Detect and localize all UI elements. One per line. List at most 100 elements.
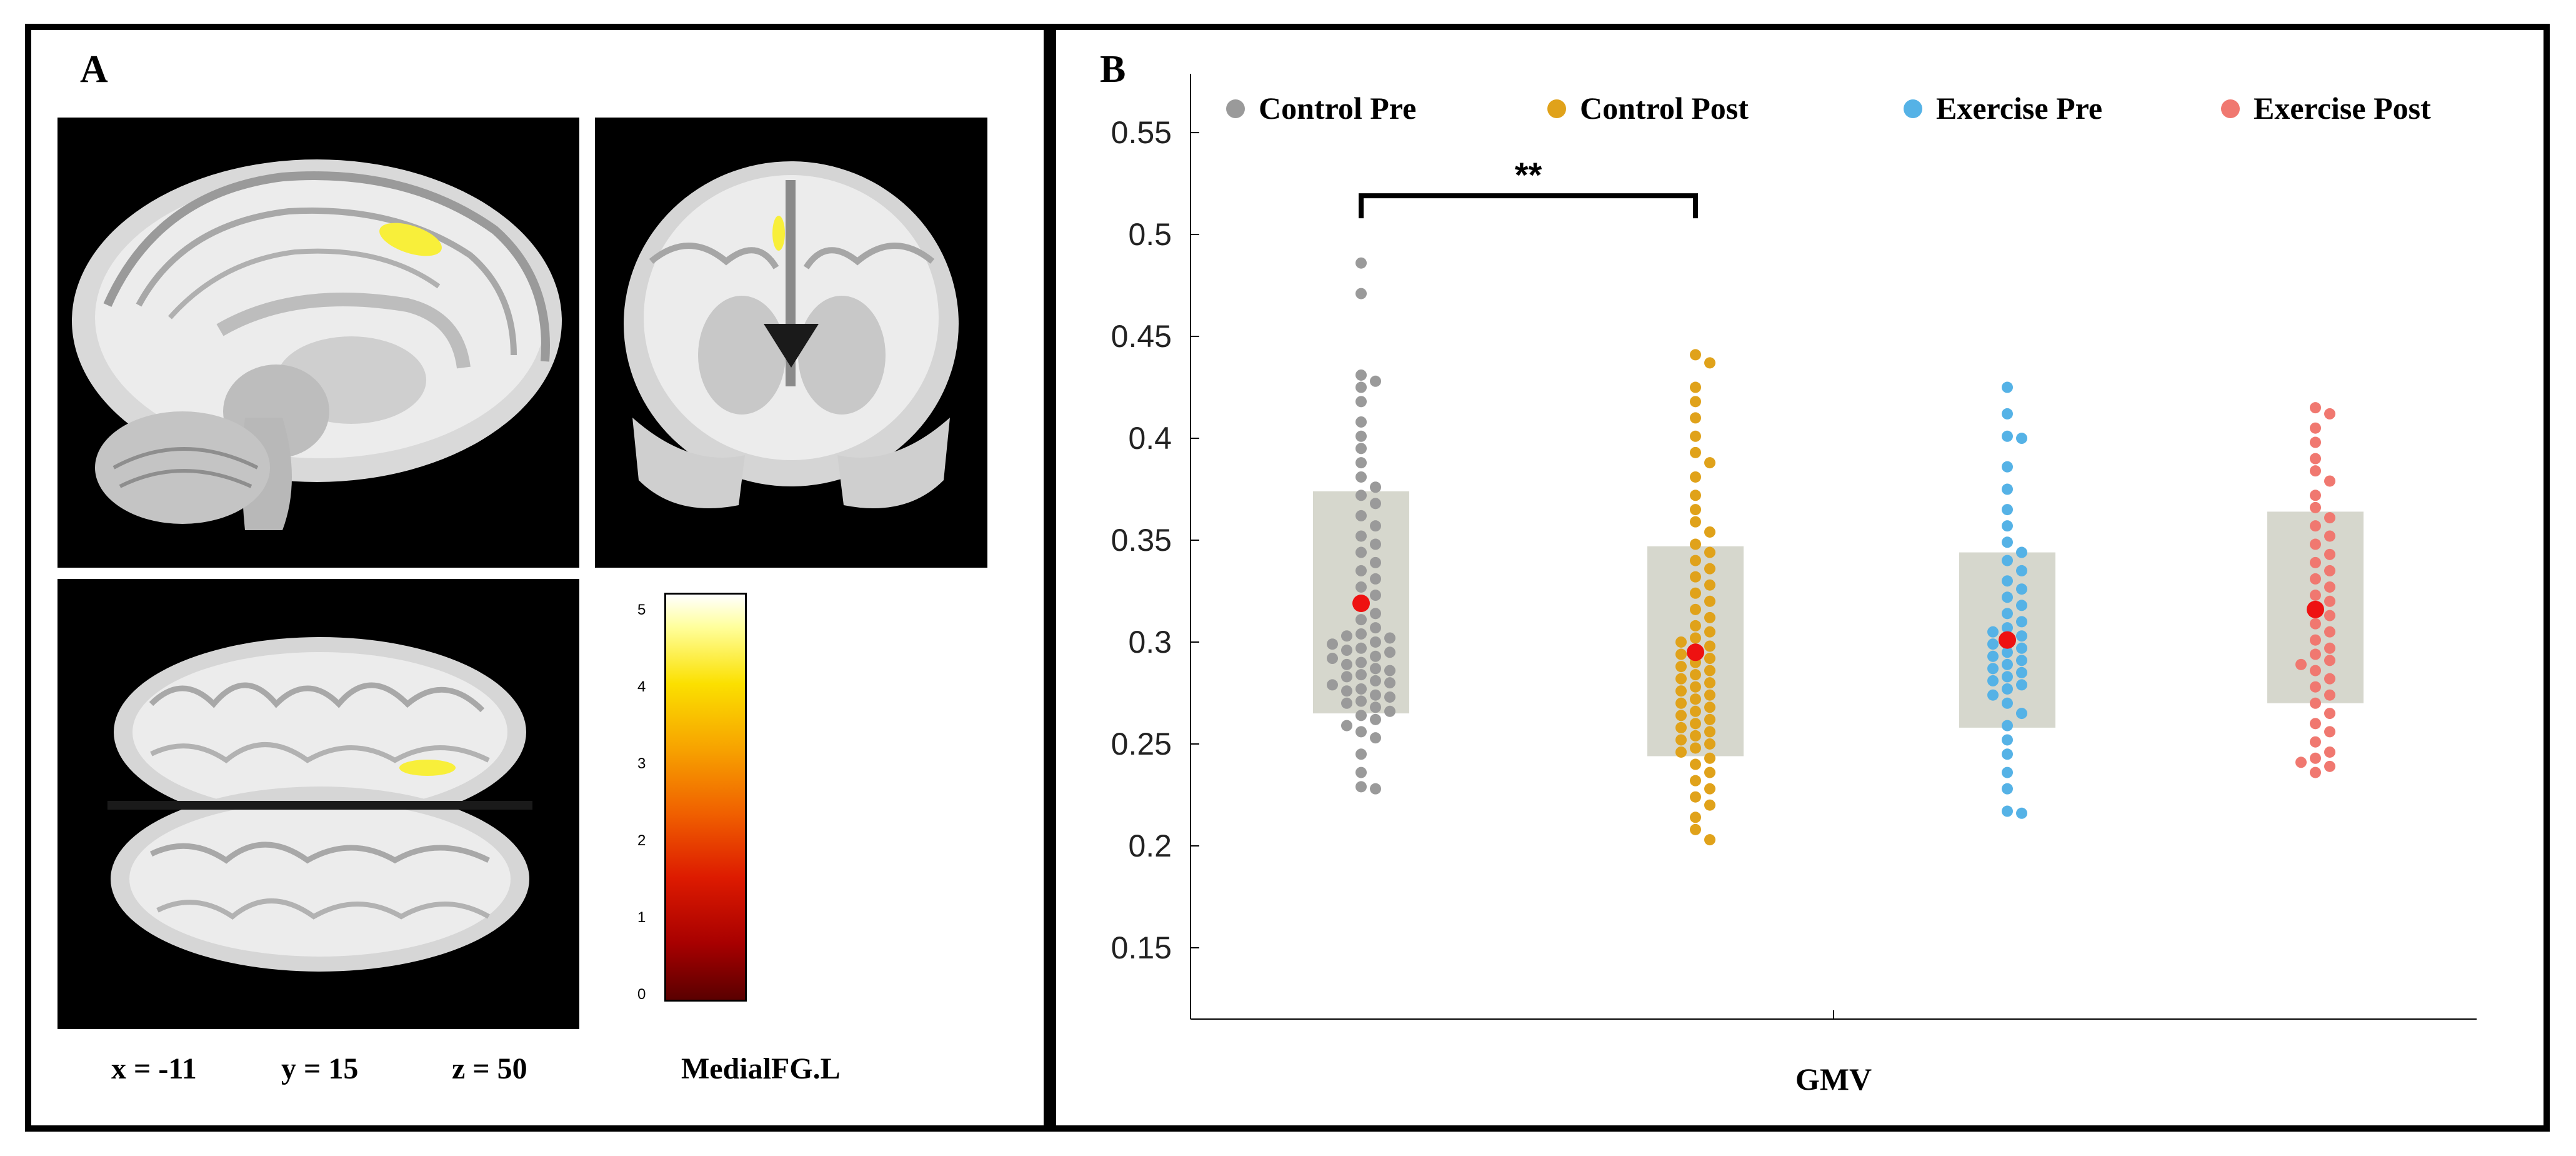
data-point <box>1370 701 1381 713</box>
activation-blob <box>399 760 456 776</box>
data-point <box>2002 504 2013 516</box>
mean-point <box>2307 600 2324 618</box>
data-point <box>1675 734 1687 746</box>
data-point <box>2324 548 2335 560</box>
data-point <box>1690 471 1701 483</box>
data-point <box>2324 760 2335 772</box>
data-point <box>2016 630 2027 642</box>
data-point <box>2310 590 2321 601</box>
legend-marker <box>1547 99 1566 118</box>
data-point <box>1370 650 1381 662</box>
data-point <box>1384 646 1395 658</box>
data-point <box>1341 658 1352 670</box>
data-point <box>2002 622 2013 634</box>
y-tick-label: 0.3 <box>1128 625 1172 660</box>
data-point <box>1370 608 1381 620</box>
data-point <box>1384 705 1395 717</box>
colorbar <box>664 593 747 1002</box>
data-point <box>1987 663 1999 675</box>
legend-item-exercise-post: Exercise Post <box>2221 90 2431 126</box>
data-point <box>1384 677 1395 689</box>
data-point <box>1704 665 1715 676</box>
data-point <box>2016 666 2027 678</box>
data-point <box>1690 490 1701 501</box>
data-point <box>2310 718 2321 730</box>
data-point <box>1704 653 1715 665</box>
data-point <box>1690 823 1701 835</box>
panel-b: B Control Pre Control Post Exercise Pre … <box>1050 24 2550 1132</box>
data-point <box>1355 726 1367 738</box>
data-point <box>1355 614 1367 626</box>
data-point <box>1704 726 1715 738</box>
data-point <box>2310 681 2321 693</box>
data-point <box>1355 457 1367 469</box>
significance-bracket <box>1359 193 1698 219</box>
legend-label: Control Pre <box>1259 91 1417 126</box>
data-point <box>1370 783 1381 795</box>
data-point <box>1370 538 1381 550</box>
coord-z-label: z = 50 <box>452 1052 527 1085</box>
data-point <box>2002 783 2013 795</box>
data-point <box>2002 536 2013 548</box>
data-point <box>1355 257 1367 269</box>
data-point <box>2016 583 2027 595</box>
data-point <box>2016 642 2027 654</box>
data-point <box>1370 556 1381 568</box>
data-point <box>1690 587 1701 599</box>
data-point <box>1341 630 1352 642</box>
data-point <box>1704 640 1715 652</box>
data-point <box>2002 575 2013 587</box>
data-point <box>2310 648 2321 660</box>
data-point <box>2002 697 2013 709</box>
data-point <box>1370 498 1381 510</box>
data-point <box>2295 658 2307 670</box>
data-point <box>2324 581 2335 593</box>
colorbar-tick: 2 <box>637 832 646 849</box>
data-point <box>2002 658 2013 670</box>
data-point <box>1704 766 1715 778</box>
data-point <box>1704 579 1715 591</box>
data-point <box>2324 610 2335 621</box>
data-point <box>1355 416 1367 428</box>
data-point <box>1341 671 1352 683</box>
legend-marker <box>1904 99 1922 118</box>
data-point <box>1704 563 1715 575</box>
data-point <box>2002 430 2013 442</box>
data-point <box>1675 636 1687 648</box>
coord-x-label: x = -11 <box>111 1052 197 1085</box>
coronal-brain-image <box>624 161 959 508</box>
y-tick-label: 0.25 <box>1111 726 1172 761</box>
coord-y-label: y = 15 <box>281 1052 359 1085</box>
data-point <box>1690 603 1701 615</box>
data-point <box>1355 510 1367 521</box>
y-tick-label: 0.35 <box>1111 523 1172 558</box>
data-point <box>1355 748 1367 760</box>
data-point <box>1690 446 1701 458</box>
data-point <box>1690 516 1701 528</box>
data-point <box>2324 475 2335 487</box>
significance-label: ** <box>1515 155 1542 194</box>
colorbar-tick: 5 <box>637 601 646 618</box>
legend-label: Exercise Pre <box>1936 91 2103 126</box>
data-point <box>2324 708 2335 720</box>
legend-marker <box>2221 99 2240 118</box>
panel-a: A <box>25 24 1050 1132</box>
data-point <box>2310 752 2321 764</box>
data-point <box>1675 673 1687 685</box>
data-point <box>2016 433 2027 445</box>
data-point <box>2310 697 2321 709</box>
data-point <box>1355 695 1367 707</box>
data-point <box>2310 520 2321 532</box>
y-tick-label: 0.4 <box>1128 421 1172 456</box>
data-point <box>1675 685 1687 697</box>
x-axis-label: GMV <box>1795 1062 1872 1097</box>
data-point <box>1327 653 1338 665</box>
colorbar-tick: 1 <box>637 909 646 926</box>
data-point <box>1987 675 1999 686</box>
legend-item-control-post: Control Post <box>1547 90 1749 126</box>
data-point <box>1327 638 1338 650</box>
data-point <box>1675 710 1687 721</box>
data-point <box>2295 756 2307 768</box>
data-point <box>1690 538 1701 550</box>
data-point <box>2310 665 2321 676</box>
